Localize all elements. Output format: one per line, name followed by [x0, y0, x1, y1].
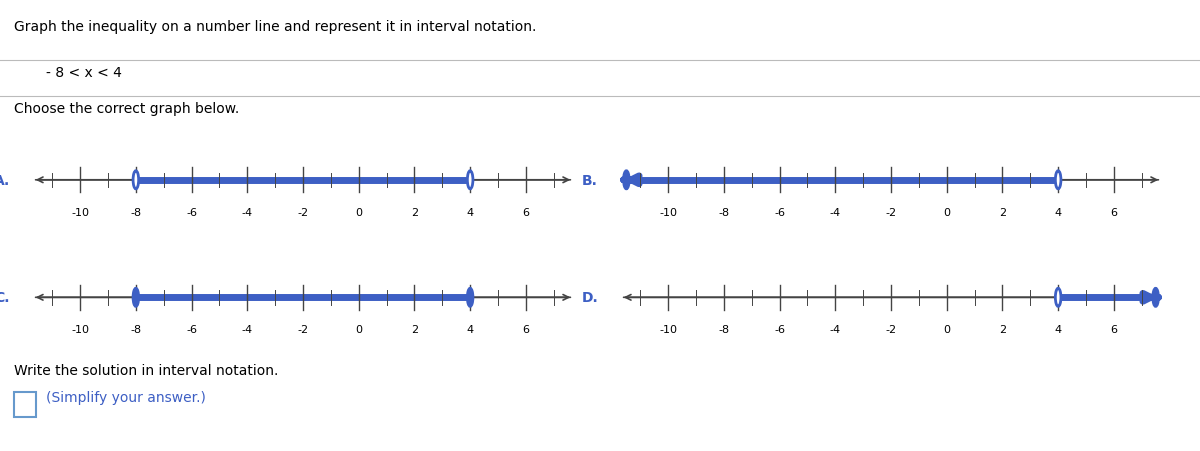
Text: -2: -2 [298, 207, 308, 217]
Text: 2: 2 [410, 207, 418, 217]
Text: -10: -10 [71, 207, 89, 217]
Text: 2: 2 [410, 325, 418, 335]
Text: C.: C. [0, 291, 10, 304]
Text: -4: -4 [829, 207, 841, 217]
Text: -8: -8 [131, 207, 142, 217]
Text: 0: 0 [355, 207, 362, 217]
Text: 4: 4 [1055, 325, 1062, 335]
Text: -2: -2 [886, 325, 896, 335]
Text: 6: 6 [1110, 207, 1117, 217]
Text: -10: -10 [659, 207, 677, 217]
Text: B.: B. [582, 174, 598, 187]
Text: D.: D. [582, 291, 599, 304]
Circle shape [1055, 171, 1061, 189]
Circle shape [467, 171, 473, 189]
Text: -6: -6 [186, 325, 197, 335]
Text: -2: -2 [298, 325, 308, 335]
Text: -4: -4 [241, 325, 253, 335]
Text: 0: 0 [943, 207, 950, 217]
Text: 6: 6 [522, 325, 529, 335]
Text: -10: -10 [71, 325, 89, 335]
Text: -8: -8 [719, 207, 730, 217]
Text: Choose the correct graph below.: Choose the correct graph below. [14, 101, 240, 115]
Text: Write the solution in interval notation.: Write the solution in interval notation. [14, 363, 278, 377]
Circle shape [467, 289, 473, 307]
Text: 6: 6 [1110, 325, 1117, 335]
Text: - 8 < x < 4: - 8 < x < 4 [46, 65, 121, 79]
Circle shape [133, 171, 139, 189]
Text: 0: 0 [355, 325, 362, 335]
Text: (Simplify your answer.): (Simplify your answer.) [46, 390, 205, 404]
Text: 4: 4 [1055, 207, 1062, 217]
Text: 2: 2 [998, 207, 1006, 217]
Text: 2: 2 [998, 325, 1006, 335]
Text: -4: -4 [829, 325, 841, 335]
Text: 4: 4 [467, 325, 474, 335]
Text: 4: 4 [467, 207, 474, 217]
Text: -6: -6 [186, 207, 197, 217]
Text: -4: -4 [241, 207, 253, 217]
Text: -8: -8 [131, 325, 142, 335]
Text: -8: -8 [719, 325, 730, 335]
Text: -2: -2 [886, 207, 896, 217]
Text: A.: A. [0, 174, 10, 187]
Circle shape [624, 171, 629, 189]
Text: Graph the inequality on a number line and represent it in interval notation.: Graph the inequality on a number line an… [14, 20, 536, 34]
Text: 0: 0 [943, 325, 950, 335]
Text: -6: -6 [774, 207, 785, 217]
Circle shape [1153, 289, 1158, 307]
Text: 6: 6 [522, 207, 529, 217]
Circle shape [133, 289, 139, 307]
Text: -6: -6 [774, 325, 785, 335]
Circle shape [1055, 289, 1061, 307]
Text: -10: -10 [659, 325, 677, 335]
